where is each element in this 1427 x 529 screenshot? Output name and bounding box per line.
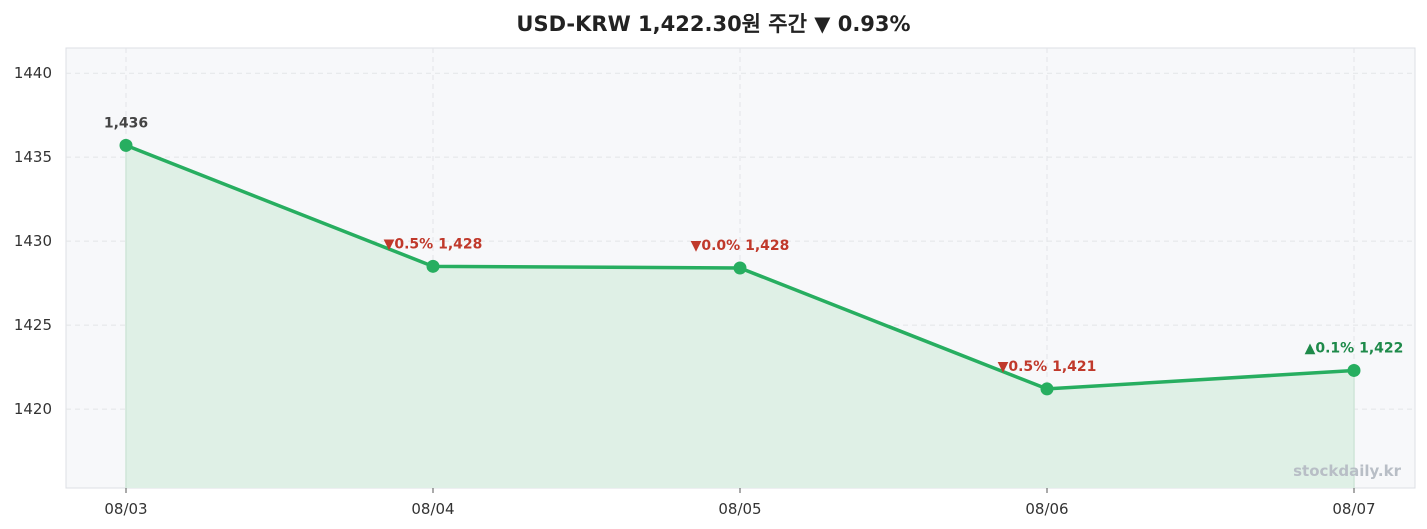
chart-title: USD-KRW 1,422.30원 주간 ▼ 0.93% <box>516 12 911 36</box>
x-tick-label: 08/04 <box>411 500 454 518</box>
y-tick-label: 1440 <box>14 64 52 82</box>
data-points <box>119 138 1361 396</box>
watermark: stockdaily.kr <box>1293 462 1401 480</box>
data-label: ▼0.5% 1,421 <box>998 359 1097 375</box>
data-label: ▼0.0% 1,428 <box>691 238 790 254</box>
x-tick-label: 08/07 <box>1332 500 1375 518</box>
data-point <box>1347 363 1361 377</box>
x-tick-label: 08/05 <box>718 500 761 518</box>
data-label: 1,436 <box>104 115 148 131</box>
data-point <box>119 138 133 152</box>
y-tick-label: 1435 <box>14 148 52 166</box>
data-labels: 1,436 ▼0.5% 1,428 ▼0.0% 1,428 ▼0.5% 1,421 ▲0… <box>104 115 1404 375</box>
y-tick-label: 1420 <box>14 400 52 418</box>
data-point <box>733 261 747 275</box>
data-point <box>1040 382 1054 396</box>
data-label: ▼0.5% 1,428 <box>384 236 483 252</box>
area-fill <box>125 145 1355 488</box>
area-polygon <box>126 145 1354 488</box>
y-axis-ticks: 1420 1425 1430 1435 1440 <box>14 64 52 418</box>
data-label: ▲0.1% 1,422 <box>1305 340 1404 356</box>
data-point <box>426 259 440 273</box>
x-tick-label: 08/06 <box>1025 500 1068 518</box>
y-tick-label: 1430 <box>14 232 52 250</box>
x-tick-label: 08/03 <box>104 500 147 518</box>
y-tick-label: 1425 <box>14 316 52 334</box>
x-axis-ticks: 08/03 08/04 08/05 08/06 08/07 <box>104 488 1376 518</box>
